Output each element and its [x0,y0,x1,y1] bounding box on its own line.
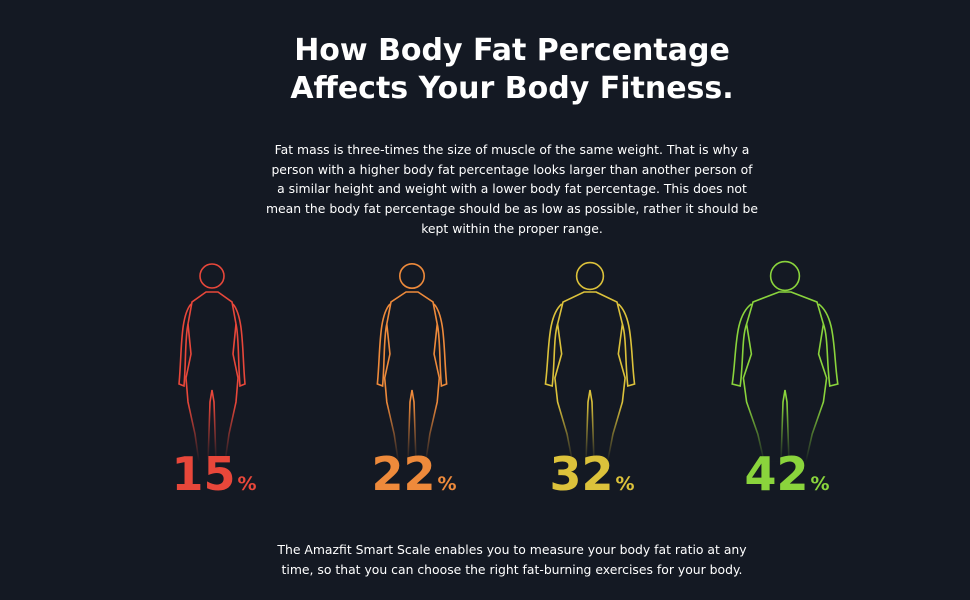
arm [232,303,246,388]
percentage: 22% [371,447,456,501]
torso [554,291,626,463]
silhouette [178,263,246,463]
intro-line: person with a higher body fat percentage… [271,161,753,177]
intro-line: mean the body fat percentage should be a… [265,201,759,217]
torso [742,291,828,463]
title-line: How Body Fat Percentage [294,33,730,68]
silhouette [376,263,448,463]
intro-line: kept within the proper range. [421,220,603,236]
footer: The Amazfit Smart Scale enables you to m… [262,540,762,580]
torso [383,291,441,463]
silhouette [544,261,636,463]
head [575,261,605,291]
footer-line: The Amazfit Smart Scale enables you to m… [277,542,747,557]
arm [731,303,752,387]
intro-line: Fat mass is three-times the size of musc… [274,142,750,157]
intro-line: a similar height and weight with a lower… [277,181,747,197]
head [769,260,801,292]
percentage-unit: % [437,473,456,495]
percentage-value: 22 [371,447,435,501]
arm [818,303,839,387]
percentage-value: 42 [744,447,808,501]
percentage: 15% [171,447,256,501]
arm [376,303,391,388]
percentage-unit: % [615,473,634,495]
percentage: 32% [549,447,634,501]
percentage-value: 32 [549,447,613,501]
footer-line: time, so that you can choose the right f… [281,562,743,577]
arm [433,303,448,388]
title: How Body Fat Percentage Affects Your Body… [262,32,762,108]
head [399,263,425,289]
title-line: Affects Your Body Fitness. [290,71,734,106]
silhouette [731,260,839,463]
intro: Fat mass is three-times the size of musc… [262,140,762,239]
percentage-unit: % [810,473,829,495]
torso [185,291,239,463]
percentage-unit: % [237,473,256,495]
percentage-value: 15 [171,447,235,501]
arm [178,303,192,388]
arm [617,303,636,388]
arm [544,303,563,388]
head [199,263,225,289]
percentage: 42% [744,447,829,501]
